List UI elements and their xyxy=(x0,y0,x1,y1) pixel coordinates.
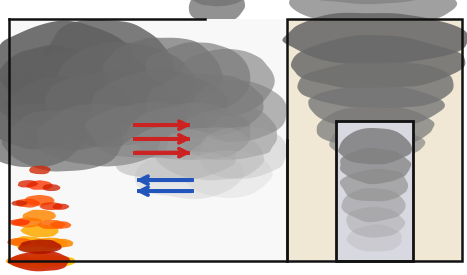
Polygon shape xyxy=(6,257,35,266)
Polygon shape xyxy=(25,195,54,206)
Polygon shape xyxy=(340,169,408,201)
Polygon shape xyxy=(34,255,70,267)
Polygon shape xyxy=(12,236,46,247)
Polygon shape xyxy=(185,0,248,6)
Polygon shape xyxy=(346,207,405,238)
Polygon shape xyxy=(115,127,236,181)
Polygon shape xyxy=(135,152,244,199)
Polygon shape xyxy=(341,188,405,222)
Polygon shape xyxy=(16,254,63,269)
Polygon shape xyxy=(18,180,38,188)
Polygon shape xyxy=(283,13,467,64)
Polygon shape xyxy=(308,85,445,127)
Polygon shape xyxy=(21,224,58,237)
Polygon shape xyxy=(26,180,53,190)
Polygon shape xyxy=(36,238,67,248)
Polygon shape xyxy=(17,50,161,133)
Polygon shape xyxy=(317,105,434,147)
Polygon shape xyxy=(346,173,402,199)
Polygon shape xyxy=(177,49,275,116)
Polygon shape xyxy=(29,166,50,174)
Polygon shape xyxy=(42,184,60,191)
Polygon shape xyxy=(10,219,30,226)
Polygon shape xyxy=(11,200,28,206)
Polygon shape xyxy=(347,224,402,252)
Bar xyxy=(287,19,462,261)
Polygon shape xyxy=(297,62,453,108)
Polygon shape xyxy=(199,126,287,179)
Polygon shape xyxy=(7,238,31,246)
Bar xyxy=(336,121,413,261)
Polygon shape xyxy=(189,0,245,24)
Polygon shape xyxy=(177,107,277,160)
Polygon shape xyxy=(16,199,40,208)
Polygon shape xyxy=(85,102,208,158)
Polygon shape xyxy=(37,104,172,166)
Polygon shape xyxy=(4,76,138,151)
Polygon shape xyxy=(8,255,48,268)
Polygon shape xyxy=(335,142,411,173)
Polygon shape xyxy=(127,102,250,160)
Polygon shape xyxy=(298,0,450,4)
Polygon shape xyxy=(146,73,263,138)
Polygon shape xyxy=(348,185,402,211)
Polygon shape xyxy=(40,202,63,210)
Polygon shape xyxy=(289,0,457,26)
Polygon shape xyxy=(22,210,56,221)
Polygon shape xyxy=(18,240,62,254)
Polygon shape xyxy=(46,256,75,266)
Polygon shape xyxy=(338,128,412,164)
Polygon shape xyxy=(91,69,229,139)
Polygon shape xyxy=(7,251,70,271)
Polygon shape xyxy=(0,45,113,125)
Polygon shape xyxy=(103,38,223,109)
Polygon shape xyxy=(2,110,123,172)
Polygon shape xyxy=(48,239,73,248)
Polygon shape xyxy=(12,218,42,227)
Bar xyxy=(287,19,462,261)
Polygon shape xyxy=(17,239,60,253)
Polygon shape xyxy=(57,42,196,119)
Polygon shape xyxy=(343,156,406,189)
Polygon shape xyxy=(0,103,87,167)
Polygon shape xyxy=(45,71,190,147)
Polygon shape xyxy=(340,148,411,184)
Polygon shape xyxy=(50,221,71,229)
Polygon shape xyxy=(182,150,273,198)
Polygon shape xyxy=(52,204,69,210)
Polygon shape xyxy=(329,125,425,162)
Polygon shape xyxy=(188,80,286,142)
Polygon shape xyxy=(37,220,66,229)
Polygon shape xyxy=(156,127,264,180)
Polygon shape xyxy=(291,35,466,88)
Bar xyxy=(336,121,413,261)
Bar xyxy=(9,19,287,261)
Polygon shape xyxy=(0,73,99,150)
Polygon shape xyxy=(145,42,250,111)
Polygon shape xyxy=(43,20,175,104)
Polygon shape xyxy=(0,21,134,116)
